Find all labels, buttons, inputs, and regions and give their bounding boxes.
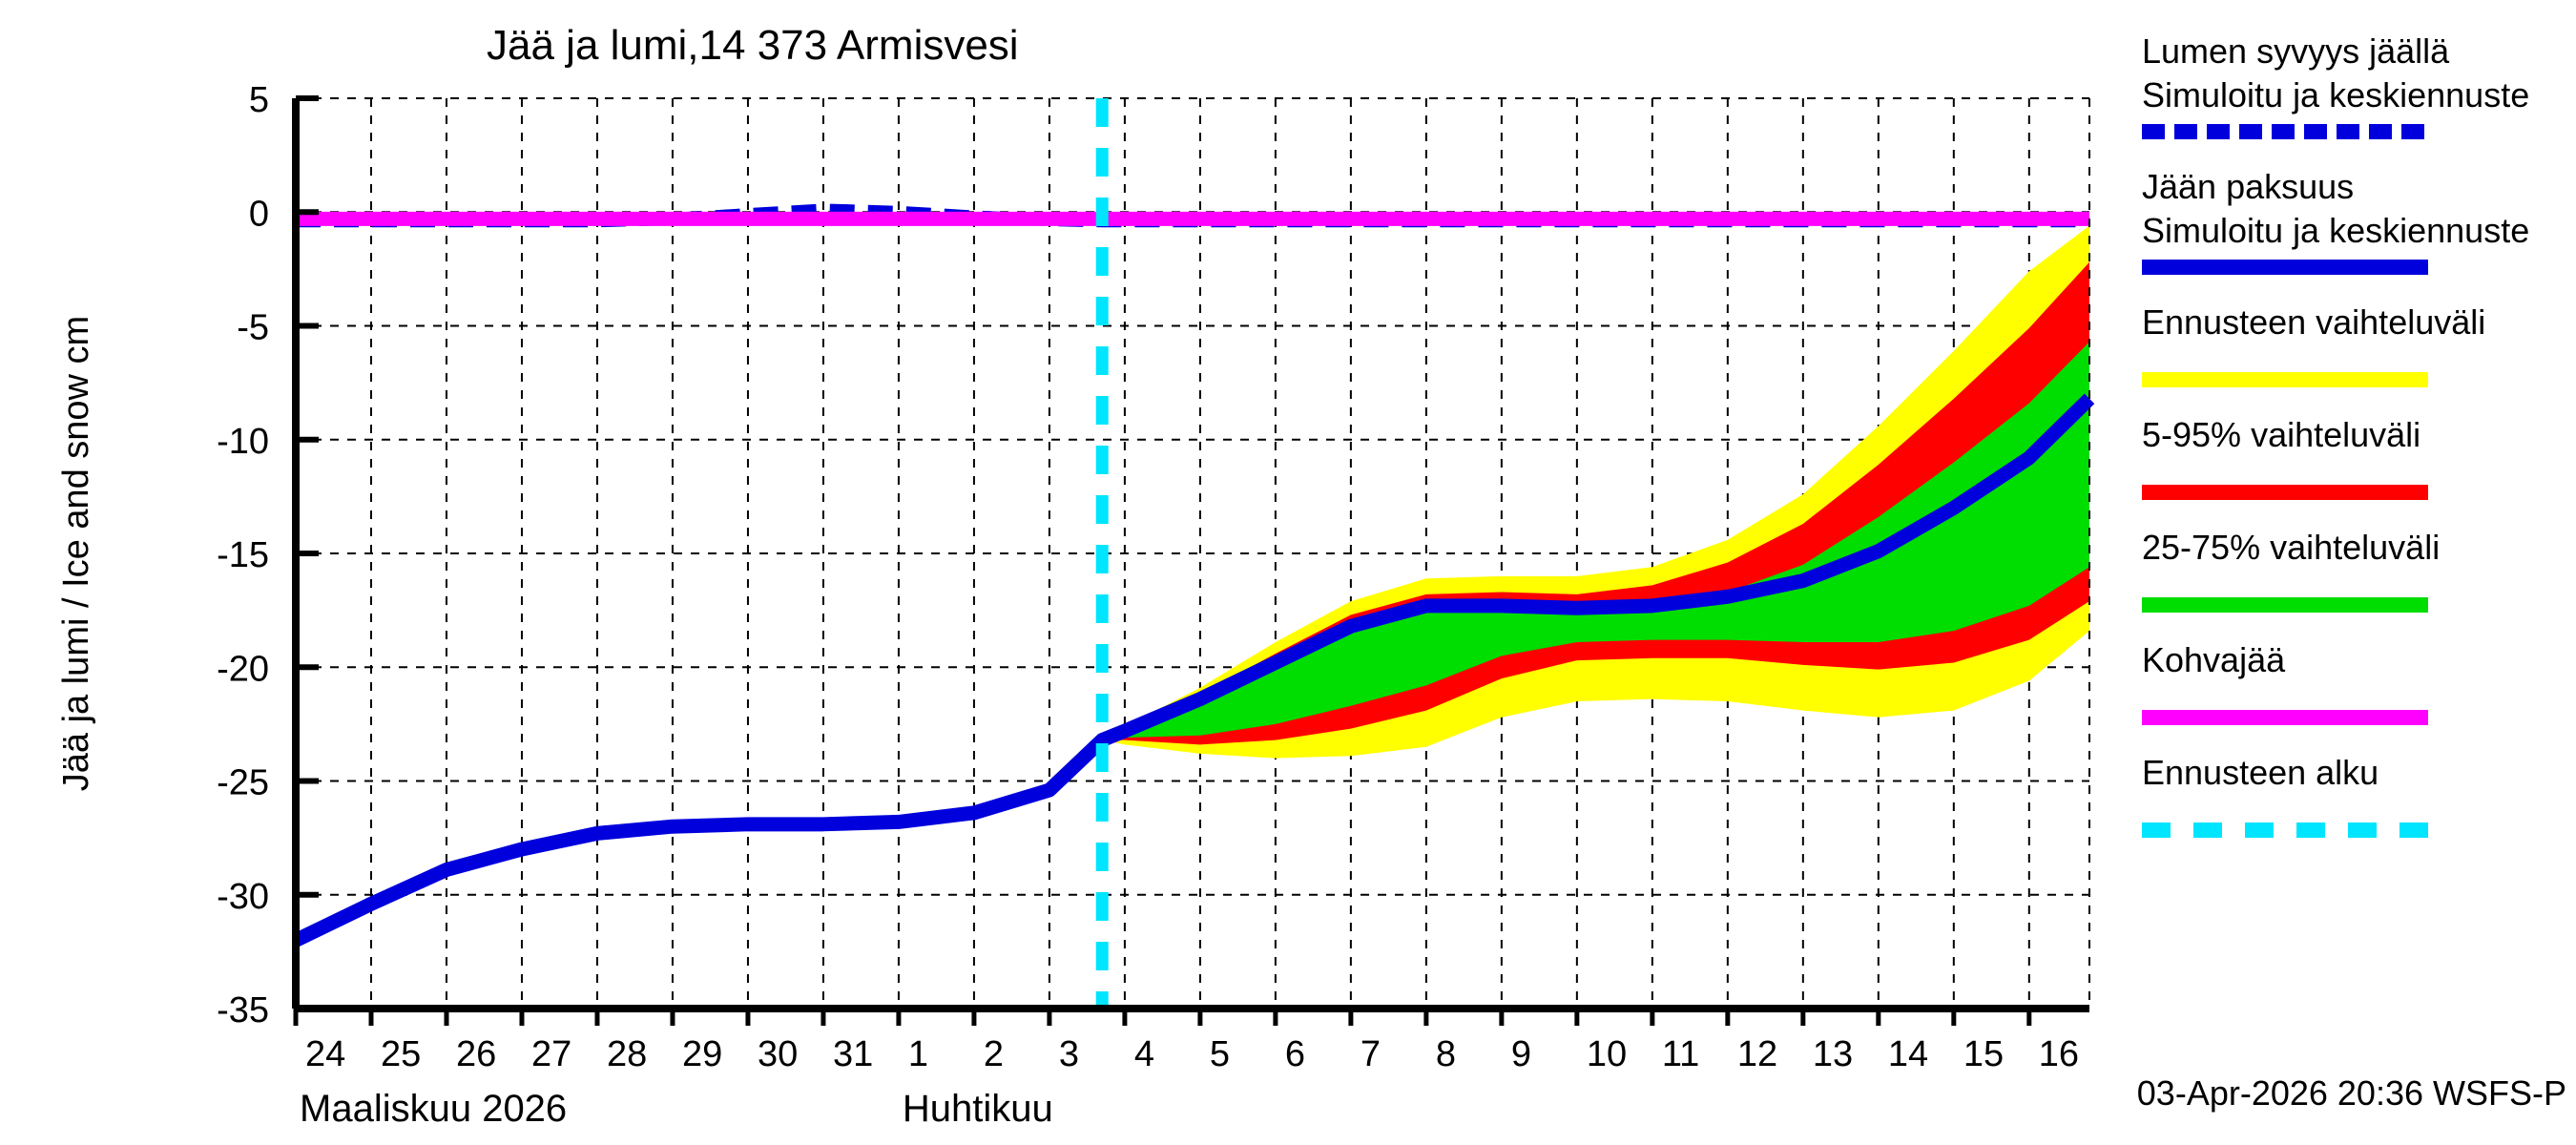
legend-entry-subtitle: Simuloitu ja keskiennuste: [2142, 211, 2529, 250]
y-axis-tick-label: -30: [217, 877, 269, 917]
x-axis-tick-label: 28: [607, 1034, 647, 1074]
legend-entry-title: Jään paksuus: [2142, 167, 2354, 206]
x-axis-tick-label: 16: [2039, 1034, 2079, 1074]
x-axis-tick-label: 4: [1134, 1034, 1154, 1074]
x-axis-tick-label: 15: [1963, 1034, 2004, 1074]
x-axis-tick-label: 10: [1587, 1034, 1627, 1074]
y-axis-tick-label: 5: [249, 80, 269, 120]
x-axis-month-label-fi: Huhtikuu: [903, 1088, 1053, 1130]
legend-entry-subtitle: Simuloitu ja keskiennuste: [2142, 75, 2529, 114]
legend-entry-title: Ennusteen vaihteluväli: [2142, 302, 2485, 342]
x-axis-tick-label: 3: [1059, 1034, 1079, 1074]
y-axis-tick-label: -20: [217, 649, 269, 689]
footer-timestamp: 03-Apr-2026 20:36 WSFS-P: [2137, 1073, 2566, 1113]
y-axis-tick-label: 0: [249, 194, 269, 234]
x-axis-tick-label: 6: [1285, 1034, 1305, 1074]
x-axis-month-label-en: March: [300, 1143, 405, 1145]
x-axis-month-label-fi: Maaliskuu 2026: [300, 1088, 567, 1130]
y-axis-tick-label: -5: [237, 308, 269, 348]
x-axis-tick-label: 25: [381, 1034, 421, 1074]
x-axis-tick-label: 30: [758, 1034, 798, 1074]
x-axis-tick-label: 27: [531, 1034, 571, 1074]
x-axis-tick-label: 2: [984, 1034, 1004, 1074]
y-axis-title: Jää ja lumi / Ice and snow cm: [56, 316, 96, 791]
series-ice_thickness_mean: [292, 393, 2095, 947]
band-range_25_75: [1102, 342, 2089, 740]
x-axis-tick-label: 5: [1210, 1034, 1230, 1074]
legend-entry-title: Ennusteen alku: [2142, 753, 2379, 792]
y-axis-tick-label: -25: [217, 763, 269, 803]
x-axis-tick-label: 13: [1813, 1034, 1853, 1074]
x-axis-tick-label: 1: [908, 1034, 928, 1074]
x-axis-tick-label: 24: [305, 1034, 345, 1074]
legend-entry-title: 5-95% vaihteluväli: [2142, 415, 2420, 454]
legend-entry-title: Lumen syvyys jäällä: [2142, 31, 2450, 71]
x-axis-tick-label: 8: [1436, 1034, 1456, 1074]
x-axis-tick-label: 9: [1511, 1034, 1531, 1074]
x-axis-tick-label: 14: [1888, 1034, 1928, 1074]
y-axis-tick-label: -15: [217, 535, 269, 575]
x-axis-tick-label: 11: [1662, 1034, 1699, 1074]
x-axis-month-label-en: April: [903, 1143, 979, 1145]
x-axis-tick-label: 29: [682, 1034, 722, 1074]
legend-entry-title: 25-75% vaihteluväli: [2142, 528, 2440, 567]
x-axis-tick-label: 7: [1361, 1034, 1381, 1074]
x-axis-tick-label: 31: [833, 1034, 873, 1074]
y-axis-tick-label: -10: [217, 422, 269, 462]
page-title: Jää ja lumi,14 373 Armisvesi: [487, 22, 1019, 69]
legend-entry-title: Kohvajää: [2142, 640, 2286, 679]
x-axis-tick-label: 12: [1737, 1034, 1777, 1074]
y-axis-tick-label: -35: [217, 990, 269, 1030]
x-axis-tick-label: 26: [456, 1034, 496, 1074]
